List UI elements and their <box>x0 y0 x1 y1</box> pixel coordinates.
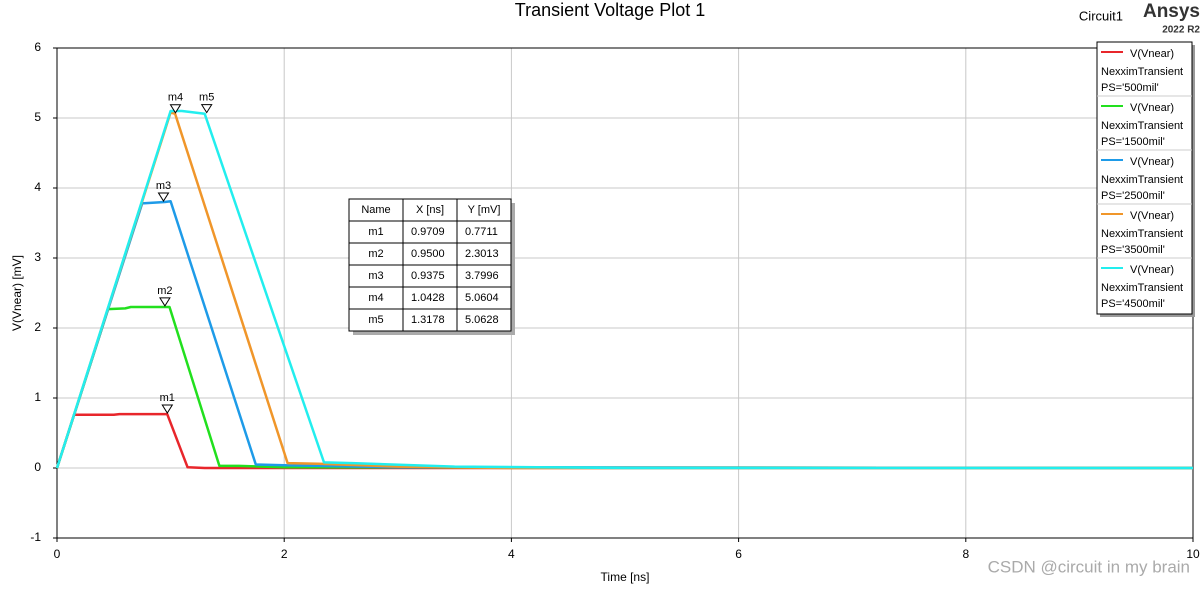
x-tick-label: 4 <box>508 547 515 561</box>
design-name: Circuit1 <box>1079 8 1123 23</box>
version: 2022 R2 <box>1162 25 1200 36</box>
table-cell: 2.3013 <box>465 248 499 260</box>
y-tick-label: 2 <box>34 320 41 334</box>
table-cell: m4 <box>368 292 383 304</box>
legend-entry: V(Vnear) <box>1130 102 1174 114</box>
table-cell: 3.7996 <box>465 270 499 282</box>
marker-label: m5 <box>199 92 214 104</box>
x-tick-label: 10 <box>1186 547 1200 561</box>
marker-label: m3 <box>156 180 171 192</box>
marker-label: m1 <box>160 392 175 404</box>
marker <box>169 104 182 114</box>
legend-variation: PS='2500mil' <box>1101 190 1165 202</box>
x-tick-label: 2 <box>281 547 288 561</box>
legend-entry: V(Vnear) <box>1130 48 1174 60</box>
y-axis-label: V(Vnear) [mV] <box>10 255 24 331</box>
legend-variation: PS='4500mil' <box>1101 298 1165 310</box>
legend-setup: NexximTransient <box>1101 174 1183 186</box>
table-cell: 0.9500 <box>411 248 445 260</box>
legend-entry: V(Vnear) <box>1130 210 1174 222</box>
y-tick-label: 4 <box>34 180 41 194</box>
table-cell: 5.0628 <box>465 314 499 326</box>
x-tick-label: 6 <box>735 547 742 561</box>
chart-title: Transient Voltage Plot 1 <box>515 0 705 20</box>
x-tick-label: 0 <box>54 547 61 561</box>
marker <box>159 297 171 307</box>
table-cell: 1.3178 <box>411 314 445 326</box>
marker <box>161 404 174 414</box>
table-cell: 0.7711 <box>465 226 498 238</box>
brand: Ansys <box>1143 1 1200 22</box>
legend-variation: PS='1500mil' <box>1101 136 1165 148</box>
y-tick-label: 6 <box>34 40 41 54</box>
table-cell: m2 <box>368 248 383 260</box>
table-header: Name <box>361 204 390 216</box>
table-cell: m1 <box>368 226 383 238</box>
x-tick-label: 8 <box>962 547 969 561</box>
y-tick-label: 5 <box>34 110 41 124</box>
y-tick-label: 3 <box>34 250 41 264</box>
legend-setup: NexximTransient <box>1101 66 1183 78</box>
series-line <box>55 305 1194 470</box>
table-cell: 0.9375 <box>411 270 445 282</box>
table-cell: 5.0604 <box>465 292 499 304</box>
table-cell: m5 <box>368 314 383 326</box>
marker <box>157 192 170 202</box>
series-line <box>55 412 1193 470</box>
legend-setup: NexximTransient <box>1101 120 1183 132</box>
table-header: X [ns] <box>416 204 444 216</box>
y-tick-label: 1 <box>34 390 41 404</box>
legend-setup: NexximTransient <box>1101 282 1183 294</box>
table-header: Y [mV] <box>468 204 501 216</box>
legend-variation: PS='500mil' <box>1101 82 1159 94</box>
marker <box>200 104 213 114</box>
legend-entry: V(Vnear) <box>1130 264 1174 276</box>
marker-label: m2 <box>157 285 172 297</box>
legend-setup: NexximTransient <box>1101 228 1183 240</box>
marker-label: m4 <box>168 92 183 104</box>
table-cell: m3 <box>368 270 383 282</box>
watermark: CSDN @circuit in my brain <box>988 557 1190 576</box>
y-tick-label: -1 <box>30 530 41 544</box>
legend-entry: V(Vnear) <box>1130 156 1174 168</box>
table-cell: 1.0428 <box>411 292 445 304</box>
legend-variation: PS='3500mil' <box>1101 244 1165 256</box>
y-tick-label: 0 <box>34 460 41 474</box>
table-cell: 0.9709 <box>411 226 445 238</box>
x-axis-label: Time [ns] <box>601 570 650 584</box>
